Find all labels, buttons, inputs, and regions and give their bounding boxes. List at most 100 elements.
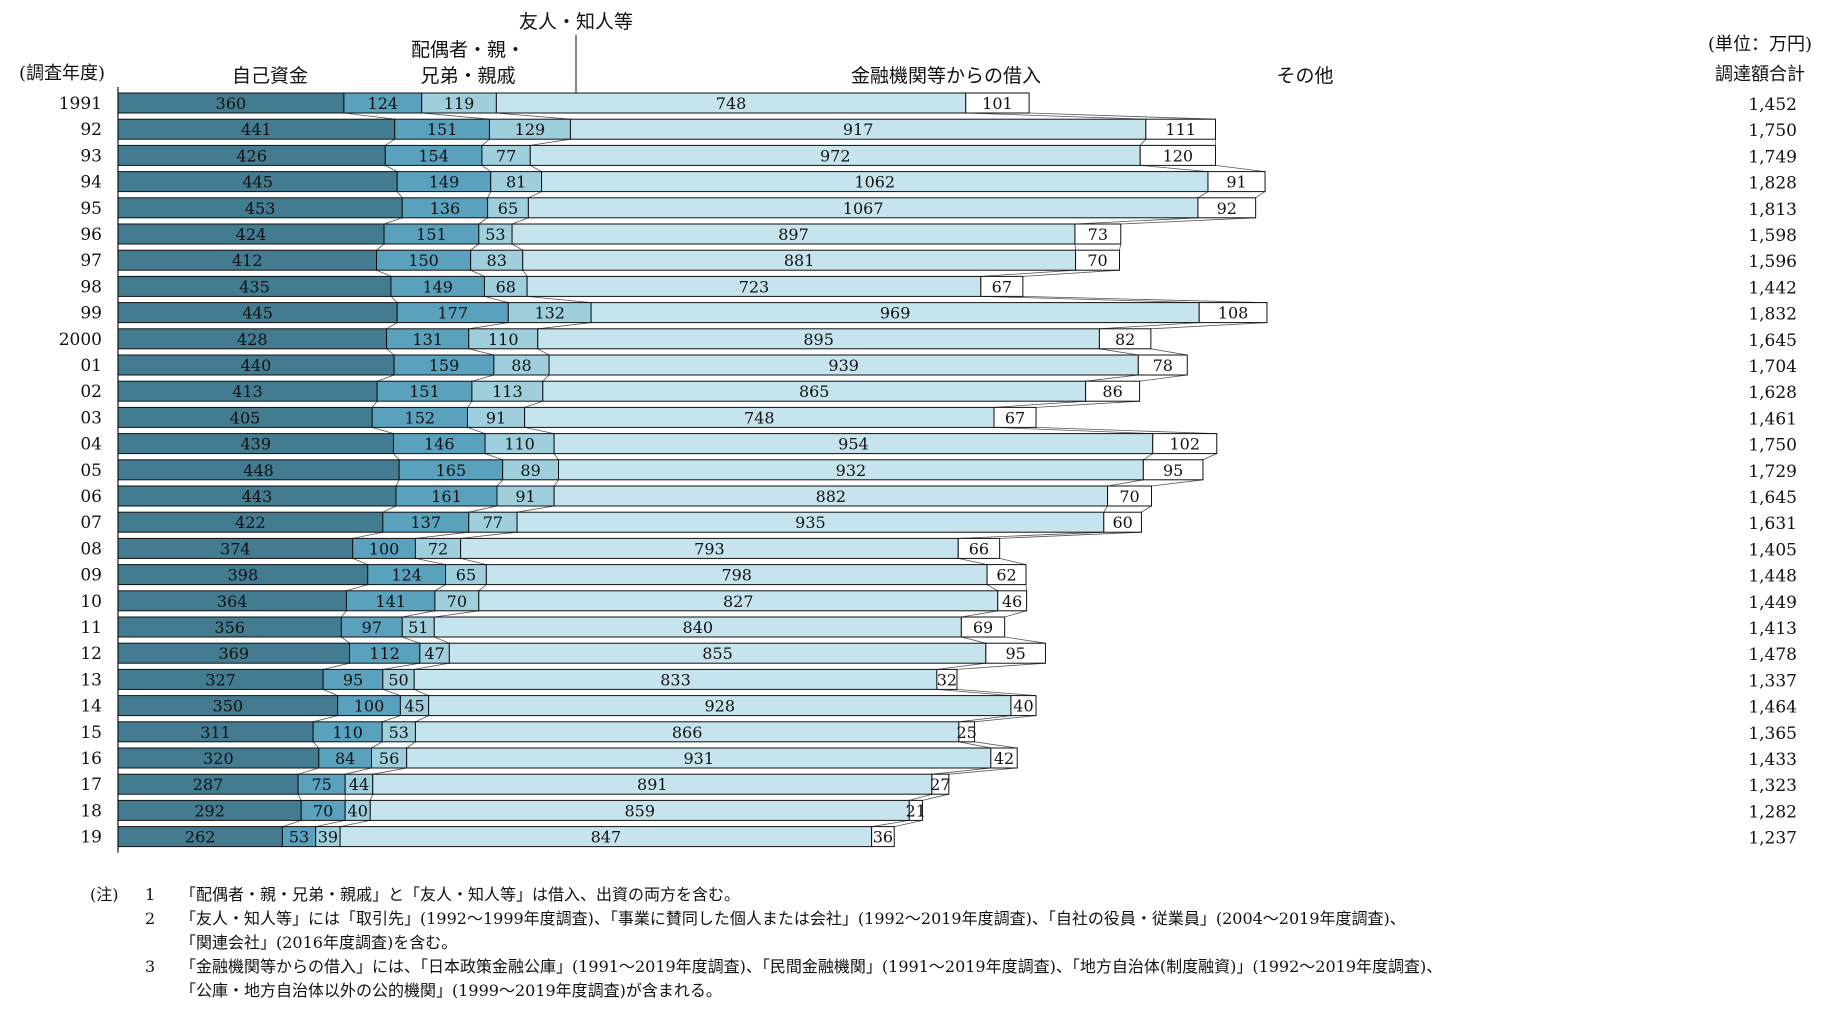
series-connector-line — [470, 243, 480, 251]
series-connector-line — [377, 374, 395, 382]
series-connector-line — [393, 453, 400, 461]
total-value: 1,750 — [1748, 121, 1797, 141]
series-connector-line — [553, 453, 559, 461]
note-line: 「公庫・地方自治体以外の公的機関」(1999～2019年度調査)が含まれる。 — [90, 979, 1830, 1003]
series-connector-line — [1004, 610, 1027, 618]
series-connector-line — [1004, 636, 1046, 644]
series-header-financial-loans: 金融機関等からの借入 — [851, 65, 1041, 87]
note-line: (注) 1 「配偶者・親・兄弟・親戚」と「友人・知人等」は借入、出資の両方を含む。 — [90, 883, 1830, 907]
data-label: 62 — [996, 566, 1016, 585]
total-value: 1,337 — [1748, 671, 1797, 691]
bar-segment — [965, 92, 1030, 114]
data-label: 448 — [243, 461, 274, 480]
series-connector-line — [402, 636, 420, 644]
data-label: 891 — [637, 775, 668, 794]
note-number: 3 — [145, 957, 156, 976]
bar-segment — [985, 642, 1046, 664]
data-label: 70 — [447, 592, 467, 611]
data-label: 51 — [408, 618, 428, 637]
data-label: 92 — [1217, 199, 1237, 218]
series-connector-line — [909, 793, 932, 801]
data-label: 112 — [369, 644, 400, 663]
total-value: 1,828 — [1748, 174, 1797, 194]
bar-segment — [986, 564, 1027, 586]
series-connector-line — [961, 610, 998, 618]
bar-segment — [1075, 249, 1120, 271]
series-connector-line — [341, 636, 350, 644]
series-connector-line — [1107, 479, 1144, 487]
category-label: 10 — [80, 592, 102, 612]
data-label: 110 — [488, 330, 519, 349]
series-connector-line — [553, 479, 559, 487]
series-connector-line — [528, 191, 542, 199]
total-value: 1,598 — [1748, 226, 1797, 246]
note-line: 「関連会社」(2016年度調査)を含む。 — [90, 931, 1830, 955]
bar-segment — [980, 275, 1024, 297]
data-label: 840 — [683, 618, 714, 637]
data-label: 110 — [332, 723, 363, 742]
series-connector-line — [406, 741, 416, 749]
bar-segment — [997, 590, 1028, 612]
total-value: 1,433 — [1748, 750, 1797, 770]
series-connector-line — [524, 427, 555, 434]
data-label: 723 — [739, 277, 770, 296]
data-label: 70 — [1087, 251, 1107, 270]
category-label: 11 — [80, 618, 102, 638]
series-connector-line — [524, 400, 543, 408]
category-label: 04 — [80, 435, 102, 455]
series-connector-line — [1103, 505, 1108, 513]
data-label: 413 — [232, 382, 263, 401]
data-label: 100 — [354, 697, 385, 716]
data-label: 119 — [444, 94, 475, 113]
category-label: 05 — [80, 461, 102, 481]
data-label: 150 — [408, 251, 439, 270]
category-label: 07 — [80, 513, 102, 533]
series-connector-line — [1074, 217, 1198, 225]
series-connector-line — [382, 689, 401, 696]
total-value: 1,464 — [1748, 698, 1797, 718]
series-connector-line — [993, 400, 1086, 408]
data-label: 793 — [694, 539, 725, 558]
series-connector-line — [390, 296, 398, 303]
category-label: 14 — [80, 697, 102, 717]
series-connector-line — [948, 767, 1018, 775]
series-connector-line — [372, 427, 394, 434]
bar-segment — [1145, 118, 1216, 140]
series-connector-line — [371, 741, 383, 749]
series-connector-line — [1036, 400, 1140, 408]
data-label: 110 — [504, 435, 535, 454]
data-label: 50 — [388, 670, 408, 689]
note-text: 「友人・知人等」には「取引先」(1992～1999年度調査)、「事業に賛同した個… — [180, 909, 1406, 928]
series-connector-line — [974, 715, 1037, 723]
data-label: 445 — [242, 173, 273, 192]
data-label: 262 — [185, 828, 216, 847]
series-connector-line — [345, 767, 372, 775]
bar-segment — [1197, 197, 1257, 219]
series-connector-line — [1036, 427, 1217, 434]
series-connector-line — [323, 689, 338, 696]
bar-segment — [1142, 459, 1204, 481]
series-connector-line — [297, 794, 302, 801]
data-label: 108 — [1218, 304, 1249, 323]
data-label: 83 — [487, 251, 507, 270]
series-connector-line — [481, 138, 490, 146]
data-label: 895 — [803, 330, 834, 349]
data-label: 95 — [1005, 644, 1025, 663]
series-connector-line — [1139, 138, 1147, 146]
series-connector-line — [460, 531, 518, 539]
total-column-header: 調達額合計 — [1715, 64, 1805, 85]
total-value: 1,704 — [1748, 357, 1797, 377]
data-label: 748 — [716, 94, 747, 113]
data-label: 146 — [424, 435, 455, 454]
data-label: 374 — [220, 539, 251, 558]
category-label: 15 — [80, 723, 102, 743]
data-label: 77 — [496, 146, 516, 165]
total-value: 1,282 — [1748, 802, 1797, 822]
bar-segment — [1010, 695, 1037, 717]
note-text: 「公庫・地方自治体以外の公的機関」(1999～2019年度調査)が含まれる。 — [180, 981, 722, 1000]
data-label: 445 — [242, 304, 273, 323]
series-connector-line — [1140, 165, 1209, 172]
series-connector-line — [956, 662, 1046, 670]
category-label: 16 — [80, 749, 102, 769]
data-label: 932 — [836, 461, 867, 480]
